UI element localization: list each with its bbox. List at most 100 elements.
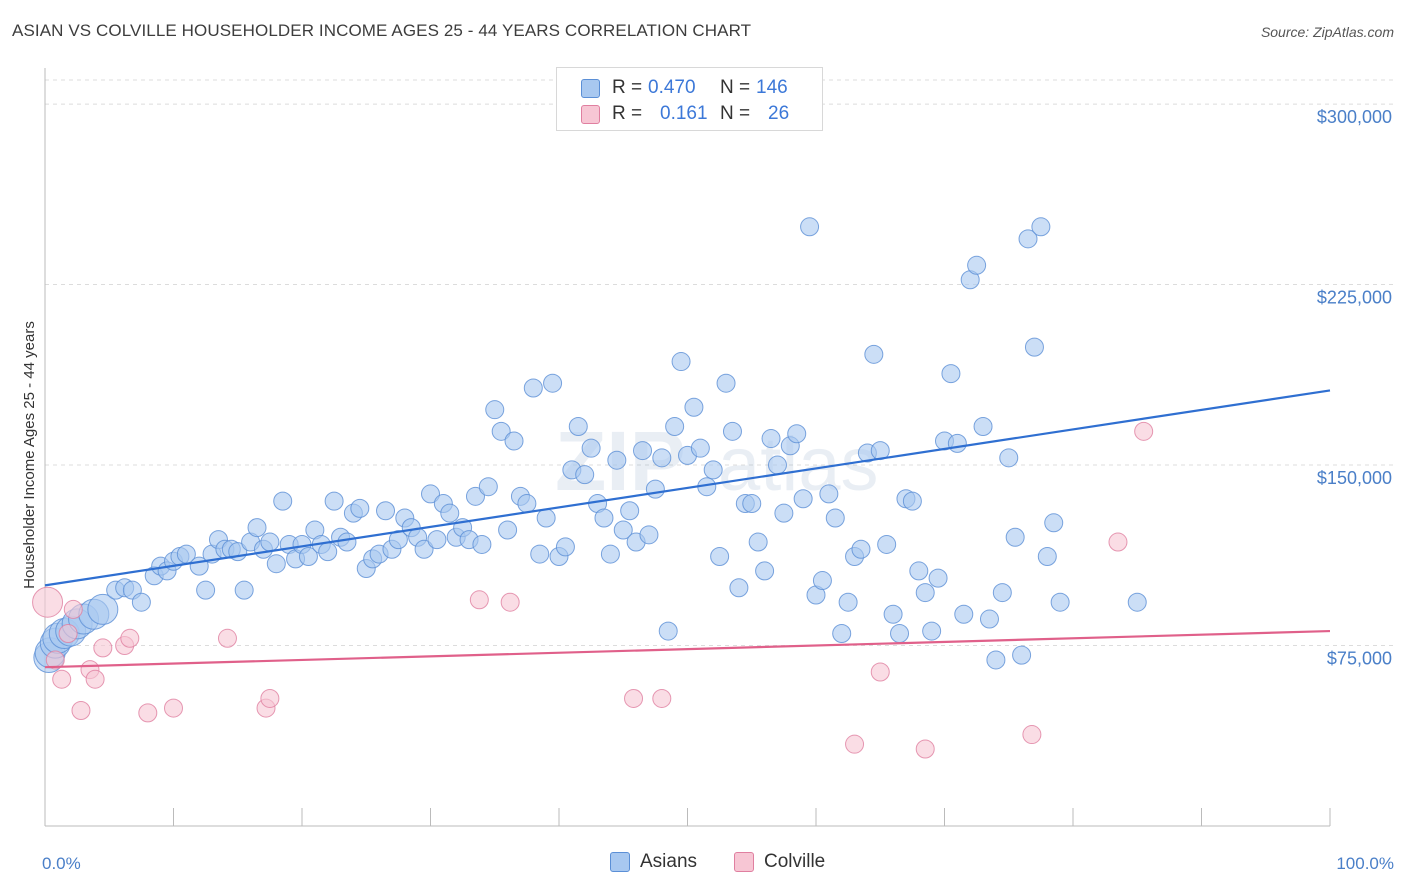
asians-point: [575, 465, 595, 485]
legend-item-colville[interactable]: Colville: [734, 851, 825, 873]
colville-point: [1108, 532, 1128, 552]
asians-point: [645, 479, 665, 499]
asians-point: [536, 508, 556, 528]
legend-swatch-colville: [581, 104, 600, 124]
asians-point: [414, 539, 434, 559]
asians-point: [87, 593, 119, 625]
asians-point: [793, 489, 813, 509]
asians-point: [388, 530, 408, 550]
colville-point: [1134, 421, 1154, 441]
asians-point: [947, 433, 967, 453]
asians-point: [298, 546, 318, 566]
x-tick-label-max: 100.0%: [1336, 854, 1394, 873]
asians-point: [800, 217, 820, 237]
asians-point: [523, 378, 543, 398]
asians-point: [594, 508, 614, 528]
asians-point: [613, 520, 633, 540]
colville-point: [52, 669, 72, 689]
asians-point: [639, 525, 659, 545]
asians-point: [318, 542, 338, 562]
asians-point: [517, 494, 537, 514]
colville-point: [45, 650, 65, 670]
asians-point: [658, 621, 678, 641]
asians-point: [690, 438, 710, 458]
asians-point: [716, 373, 736, 393]
legend-swatch-asians: [581, 78, 600, 98]
legend-item-asians[interactable]: Asians: [610, 851, 697, 873]
asians-point: [555, 537, 575, 557]
asians-point: [665, 417, 685, 437]
asians-point: [1127, 592, 1147, 612]
y-tick-label: $75,000: [1327, 649, 1392, 669]
asians-point: [543, 373, 563, 393]
legend-n-label: N =: [720, 77, 751, 98]
colville-point: [500, 592, 520, 612]
asians-point: [247, 518, 267, 538]
asians-point: [568, 417, 588, 437]
asians-point: [337, 532, 357, 552]
legend-label-asians: Asians: [640, 851, 698, 872]
asians-point: [266, 554, 286, 574]
colville-point: [58, 623, 78, 643]
asians-point: [999, 448, 1019, 468]
series-asians-points: [33, 217, 1147, 674]
colville-point: [164, 698, 183, 718]
colville-point: [469, 590, 489, 610]
asians-point: [979, 609, 999, 629]
legend-n-value: 146: [756, 77, 788, 98]
asians-point: [498, 520, 518, 540]
asians-point: [131, 592, 151, 612]
asians-point: [710, 546, 730, 566]
asians-point: [1044, 513, 1064, 533]
colville-point: [71, 700, 91, 720]
y-tick-label: $225,000: [1317, 288, 1392, 308]
asians-point: [928, 568, 948, 588]
colville-point: [93, 638, 113, 658]
colville-point: [63, 599, 83, 619]
legend-label-colville: Colville: [764, 851, 826, 872]
axes: [44, 68, 1331, 827]
asians-point: [324, 491, 344, 511]
asians-point: [273, 491, 293, 511]
asians-point: [825, 508, 845, 528]
asians-point: [234, 580, 254, 600]
asians-point: [954, 604, 974, 624]
asians-point: [1024, 337, 1044, 357]
legend-swatch-asians: [610, 852, 630, 872]
source-label: Source: ZipAtlas.com: [1260, 24, 1394, 40]
asians-point: [883, 604, 903, 624]
colville-point: [652, 688, 672, 708]
asians-point: [890, 623, 910, 643]
asians-point: [877, 534, 897, 554]
colville-point: [260, 688, 280, 708]
asians-point: [1012, 645, 1032, 665]
colville-point: [1022, 725, 1042, 745]
asians-point: [376, 501, 396, 521]
asians-point: [196, 580, 216, 600]
asians-point: [350, 498, 370, 518]
asians-point: [986, 650, 1006, 670]
asians-point: [1050, 592, 1070, 612]
y-tick-labels: $75,000 $150,000 $225,000 $300,000: [1317, 107, 1392, 668]
legend-n-label: N =: [720, 103, 751, 124]
asians-point: [909, 561, 929, 581]
asians-point: [722, 421, 742, 441]
asians-point: [838, 592, 858, 612]
legend-r-label: R =: [612, 77, 643, 98]
asians-point: [973, 417, 993, 437]
legend-swatch-colville: [734, 852, 754, 872]
x-tick-labels: 0.0% 100.0%: [42, 854, 1394, 873]
asians-point: [819, 484, 839, 504]
asians-point: [652, 448, 672, 468]
asians-point: [703, 460, 723, 480]
asians-point: [620, 501, 640, 521]
legend-r-value: 0.470: [648, 77, 696, 98]
asians-point: [421, 484, 440, 504]
asians-point: [504, 431, 524, 451]
legend-r-value: 0.161: [660, 103, 708, 124]
asians-point: [742, 494, 762, 514]
asians-point: [729, 578, 749, 598]
asians-point: [748, 532, 768, 552]
asians-point: [812, 571, 832, 591]
asians-point: [427, 530, 447, 550]
